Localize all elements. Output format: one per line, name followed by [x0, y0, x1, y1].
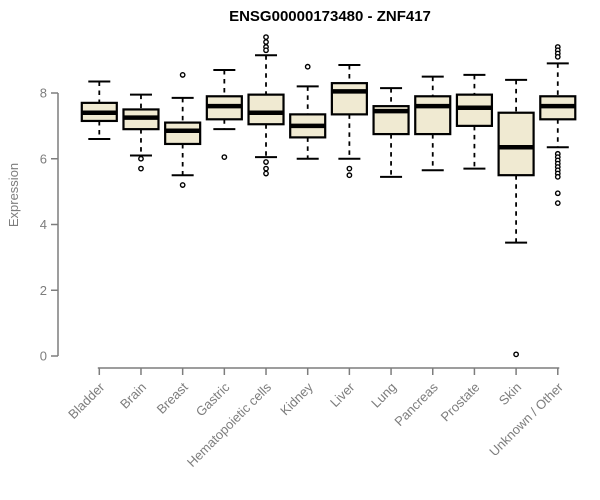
x-tick-label: Liver	[327, 379, 358, 410]
outlier-point	[346, 172, 353, 179]
chart-title: ENSG00000173480 - ZNF417	[229, 8, 431, 25]
outlier-point	[346, 165, 353, 172]
y-tick-label: 4	[40, 217, 47, 232]
outlier-point	[138, 155, 144, 162]
outlier-point	[263, 47, 269, 54]
x-tick-label: Pancreas	[391, 379, 441, 429]
outlier-point	[554, 200, 561, 207]
outlier-point	[263, 170, 269, 177]
x-tick-label: Bladder	[65, 379, 108, 422]
y-axis-label: Expression	[6, 163, 21, 227]
outlier-point	[554, 173, 561, 180]
outlier-point	[304, 63, 311, 70]
box-rect	[455, 93, 494, 127]
x-tick-label: Lung	[368, 380, 399, 411]
outlier-point	[179, 72, 186, 78]
box-rect	[414, 95, 452, 136]
x-tick-label: Breast	[154, 379, 191, 416]
x-tick-label: Prostate	[438, 380, 483, 425]
x-tick-label: Kidney	[277, 379, 316, 418]
y-tick-label: 6	[40, 151, 47, 166]
y-tick-label: 0	[40, 349, 47, 364]
y-tick-label: 2	[40, 283, 47, 298]
outlier-point	[554, 53, 561, 60]
outlier-point	[263, 165, 269, 172]
outlier-point	[513, 351, 519, 358]
outlier-point	[554, 190, 561, 197]
box-rect	[247, 93, 285, 126]
x-tick-label: Skin	[496, 380, 524, 408]
outlier-point	[138, 165, 144, 172]
outlier-point	[221, 154, 228, 161]
outlier-point	[179, 182, 186, 188]
box-rect	[164, 121, 202, 146]
outlier-point	[263, 159, 269, 165]
x-tick-label: Brain	[117, 380, 149, 412]
outlier-point	[263, 39, 269, 45]
box-rect	[330, 82, 368, 116]
outlier-point	[263, 34, 269, 41]
y-tick-label: 8	[40, 86, 47, 101]
box-rect	[497, 111, 535, 177]
x-tick-label: Gastric	[193, 379, 233, 419]
x-tick-label: Unknown / Other	[486, 379, 566, 459]
